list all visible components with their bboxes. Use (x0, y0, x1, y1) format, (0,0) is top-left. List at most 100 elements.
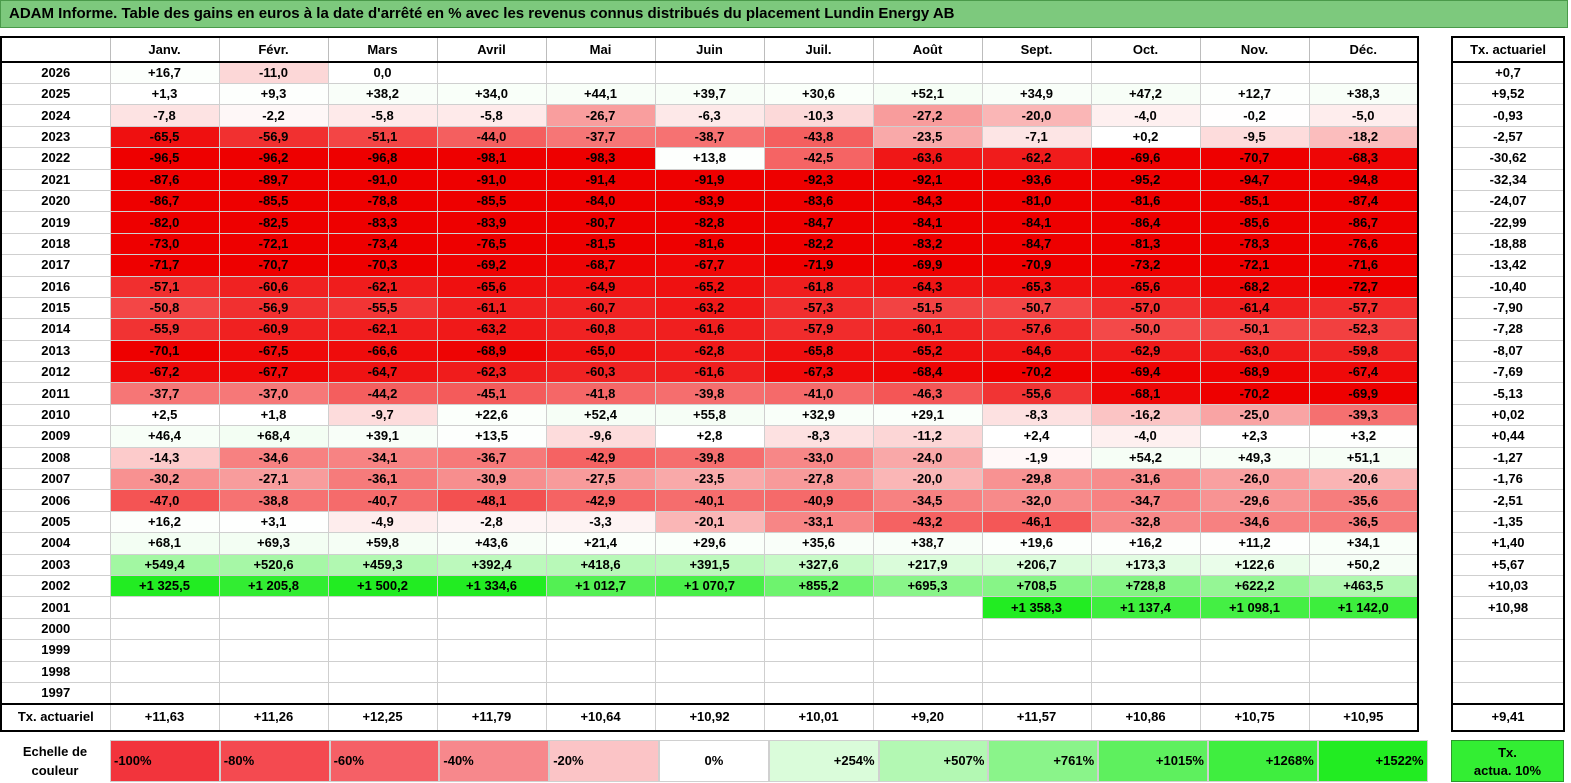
gain-cell: -25,0 (1199, 403, 1310, 427)
year-cell: 2003 (0, 553, 111, 576)
rate-row: +9,52 (1451, 82, 1565, 106)
gain-cell: -8,3 (763, 425, 874, 448)
gain-cell (763, 660, 874, 683)
gain-cell: -94,8 (1308, 168, 1419, 191)
gain-cell: -44,2 (327, 382, 438, 405)
gain-cell: -23,5 (872, 125, 983, 149)
gain-cell: -62,9 (1090, 339, 1201, 363)
gain-cell: +55,8 (654, 403, 765, 427)
gain-cell: -70,2 (981, 361, 1092, 384)
rate-row: -1,27 (1451, 446, 1565, 470)
gain-cell (436, 61, 547, 84)
gain-cell: +29,1 (872, 403, 983, 427)
summary-label: Tx. actuariel (0, 702, 111, 732)
gain-cell (436, 596, 547, 619)
year-cell: 2008 (0, 446, 111, 470)
gain-cell (654, 596, 765, 619)
gain-cell: -73,0 (109, 232, 220, 256)
gain-cell: +50,2 (1308, 553, 1419, 576)
rate-summary-cell: +9,41 (1451, 702, 1565, 732)
gain-cell: -68,9 (1199, 361, 1310, 384)
year-cell: 2012 (0, 361, 111, 384)
rate-cell: -1,35 (1451, 510, 1565, 534)
gain-cell: -69,9 (872, 254, 983, 277)
gain-cell: -27,2 (872, 104, 983, 127)
gain-cell: -42,5 (763, 147, 874, 170)
rate-summary-row: +9,41 (1451, 702, 1565, 732)
gain-cell: -82,8 (654, 211, 765, 234)
gain-cell: -14,3 (109, 446, 220, 470)
gain-cell: -72,1 (218, 232, 329, 256)
gain-cell: -62,1 (327, 275, 438, 298)
gain-cell: -41,8 (545, 382, 656, 405)
gain-cell: -69,9 (1308, 382, 1419, 405)
table-row: 2012 -67,2 -67,7 -64,7 -62,3 -60,3 -61,6 -67,3-… (0, 361, 1419, 384)
summary-cell: +10,75 (1199, 702, 1310, 732)
rate-row: +10,98 (1451, 596, 1565, 619)
gain-cell: +34,1 (1308, 532, 1419, 555)
table-row: 2017 -71,7 -70,7 -70,3 -69,2 -68,7 -67,7 -71,9-… (0, 254, 1419, 277)
gain-cell: 0,0 (327, 61, 438, 84)
corner-cell (1, 37, 111, 63)
year-cell: 2020 (0, 189, 111, 213)
legend-step: +254% (768, 740, 879, 782)
rate-row: -32,34 (1451, 168, 1565, 191)
gain-cell: +327,6 (763, 553, 874, 576)
gain-cell: +1 500,2 (327, 574, 438, 598)
gain-cell: -62,2 (981, 147, 1092, 170)
rate-row (1451, 660, 1565, 683)
gain-cell: -78,8 (327, 189, 438, 213)
gain-cell: -73,2 (1090, 254, 1201, 277)
table-row: 2019 -82,0 -82,5 -83,3 -83,9 -80,7 -82,8 -84,7-… (0, 211, 1419, 234)
rate-cell (1451, 660, 1565, 683)
gain-cell: -51,5 (872, 296, 983, 320)
rate-row: +0,7 (1451, 61, 1565, 84)
gain-cell: -18,2 (1308, 125, 1419, 149)
legend-step: +1268% (1208, 740, 1318, 782)
gain-cell: +32,9 (763, 403, 874, 427)
summary-cell: +12,25 (327, 702, 438, 732)
gain-cell: -1,9 (981, 446, 1092, 470)
rate-row: -10,40 (1451, 275, 1565, 298)
gain-cell: -84,7 (763, 211, 874, 234)
gain-cell: -86,4 (1090, 211, 1201, 234)
gain-cell: +52,1 (872, 82, 983, 106)
gain-cell: -5,8 (436, 104, 547, 127)
gain-cell: +392,4 (436, 553, 547, 576)
gain-cell (872, 617, 983, 641)
gain-cell: -34,6 (218, 446, 329, 470)
gain-cell: -57,3 (763, 296, 874, 320)
month-header-10: Oct. (1090, 36, 1201, 63)
gain-cell: -71,9 (763, 254, 874, 277)
rate-cell: -7,69 (1451, 361, 1565, 384)
gain-cell: +46,4 (109, 425, 220, 448)
rate-cell: -30,62 (1451, 147, 1565, 170)
gain-cell: -68,9 (436, 339, 547, 363)
summary-cell: +11,57 (981, 702, 1092, 732)
gain-cell: -67,2 (109, 361, 220, 384)
rate-row: -13,42 (1451, 254, 1565, 277)
gain-cell (872, 639, 983, 662)
rate-cell: +5,67 (1451, 553, 1565, 576)
gain-cell: -32,0 (981, 489, 1092, 512)
gain-cell: -60,8 (545, 318, 656, 341)
gain-cell (109, 617, 220, 641)
month-header-1: Janv. (109, 36, 220, 63)
gain-cell (109, 660, 220, 683)
gain-cell (654, 681, 765, 705)
rate-cell (1451, 681, 1565, 705)
gain-cell: -86,7 (1308, 211, 1419, 234)
gain-cell: -34,5 (872, 489, 983, 512)
gain-cell: -47,0 (109, 489, 220, 512)
gain-cell: -68,4 (872, 361, 983, 384)
gain-cell: -42,9 (545, 489, 656, 512)
year-cell: 2010 (0, 403, 111, 427)
legend-step: +1015% (1098, 740, 1208, 782)
gain-cell: +43,6 (436, 532, 547, 555)
gain-cell: -86,7 (109, 189, 220, 213)
gain-cell (1308, 660, 1419, 683)
rate-row: -5,13 (1451, 382, 1565, 405)
gain-cell: -68,3 (1308, 147, 1419, 170)
rate-cell: +10,03 (1451, 574, 1565, 598)
gain-cell: +16,2 (109, 510, 220, 534)
